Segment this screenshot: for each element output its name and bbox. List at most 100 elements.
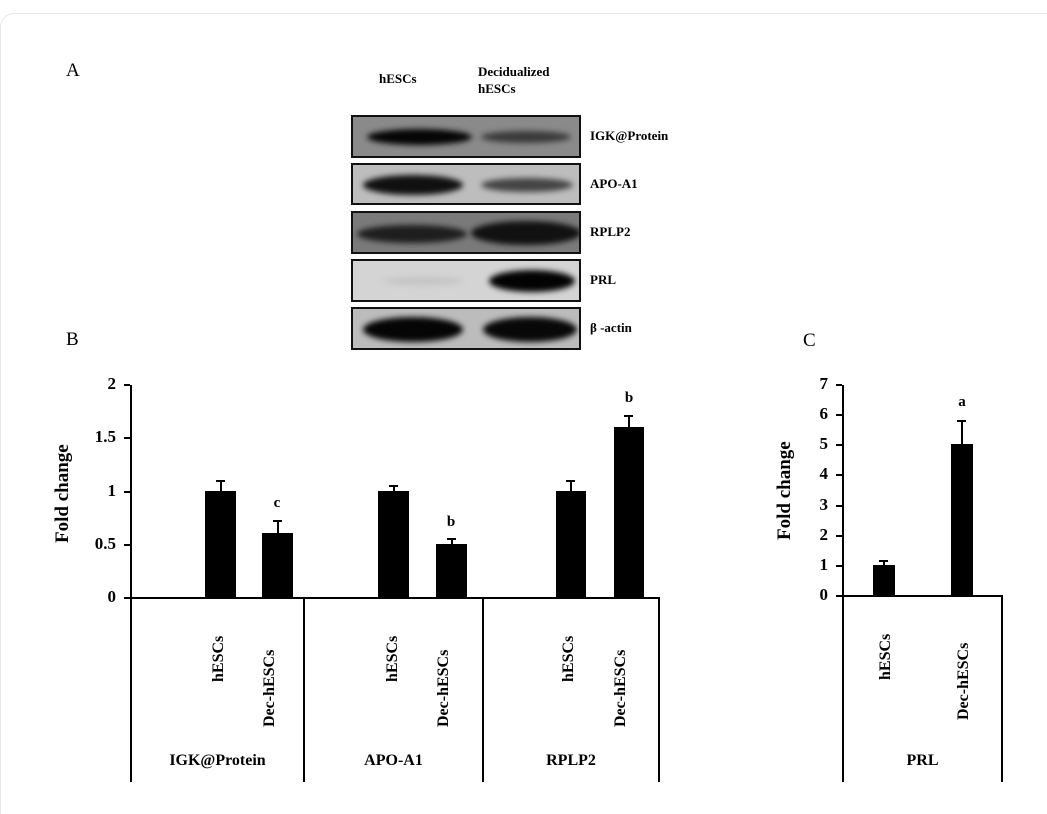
y-tick-label: 1 xyxy=(819,555,829,574)
bar-igk-hescs xyxy=(205,491,236,598)
group-divider xyxy=(658,598,660,782)
blot-band xyxy=(471,221,579,245)
significance-letter: b xyxy=(446,514,456,530)
blot-band xyxy=(363,175,463,195)
y-tick xyxy=(836,384,842,386)
bar-prl-hescs xyxy=(873,565,895,596)
y-tick xyxy=(836,444,842,446)
error-bar-cap xyxy=(447,538,456,540)
group-label-rplp2: RPLP2 xyxy=(546,752,596,769)
blot-band xyxy=(357,225,467,243)
lane-header-decidualized-line1: Decidualized xyxy=(478,64,550,79)
lane-header-decidualized: Decidualized hESCs xyxy=(478,63,550,97)
error-bar xyxy=(451,539,453,544)
x-category-label: Dec-hESCs xyxy=(612,649,629,727)
y-tick-label: 0 xyxy=(107,587,117,606)
y-tick xyxy=(124,384,130,386)
lane-header-decidualized-line2: hESCs xyxy=(478,81,516,96)
panel-b-y-axis-label: Fold change xyxy=(52,444,73,543)
y-tick-label: 0.5 xyxy=(94,534,116,553)
blot-label-igk: IGK@Protein xyxy=(590,128,669,143)
panel-b-y-axis xyxy=(130,385,132,782)
error-bar xyxy=(277,521,279,533)
blot-strip-prl xyxy=(351,259,581,302)
error-bar-cap xyxy=(216,480,225,482)
y-tick-label: 6 xyxy=(819,404,829,423)
panel-b-letter: B xyxy=(66,329,79,350)
figure-card-frame xyxy=(0,13,1047,814)
panel-c-y-axis xyxy=(842,385,844,782)
bar-apoa1-dec-hescs xyxy=(436,544,467,598)
y-tick-label: 2 xyxy=(107,374,117,393)
y-tick xyxy=(836,565,842,567)
y-tick-label: 0 xyxy=(819,585,829,604)
significance-letter: b xyxy=(624,390,634,406)
y-tick xyxy=(836,414,842,416)
y-tick xyxy=(124,597,130,599)
panel-b-x-axis xyxy=(124,597,660,599)
error-bar-cap xyxy=(879,560,888,562)
x-category-label: hESCs xyxy=(210,635,227,682)
blot-strip-igk xyxy=(351,115,581,158)
y-tick xyxy=(836,474,842,476)
error-bar-cap xyxy=(389,485,398,487)
significance-letter: c xyxy=(273,495,281,511)
bar-igk-dec-hescs xyxy=(262,533,293,598)
blot-band xyxy=(489,270,575,292)
blot-strip-apoa1 xyxy=(351,163,581,205)
error-bar xyxy=(628,416,630,427)
y-tick-label: 2 xyxy=(819,525,829,544)
blot-band xyxy=(363,317,463,342)
group-divider xyxy=(482,598,484,782)
error-bar-cap xyxy=(957,420,966,422)
error-bar xyxy=(570,481,572,491)
blot-label-apoa1: APO-A1 xyxy=(590,176,638,191)
error-bar-cap xyxy=(624,415,633,417)
x-category-label: hESCs xyxy=(384,635,401,682)
error-bar xyxy=(961,421,963,444)
blot-label-beta-actin: β -actin xyxy=(590,320,632,335)
error-bar xyxy=(393,486,395,491)
blot-band xyxy=(481,178,573,192)
panel-c-x-axis xyxy=(836,595,1003,597)
x-category-label: Dec-hESCs xyxy=(955,642,972,720)
bar-prl-dec-hescs xyxy=(951,444,973,596)
group-label-igk: IGK@Protein xyxy=(169,752,266,769)
y-tick-label: 7 xyxy=(819,374,829,393)
lane-header-hescs: hESCs xyxy=(379,71,417,86)
significance-letter: a xyxy=(958,394,966,410)
error-bar xyxy=(883,561,885,565)
y-tick xyxy=(124,491,130,493)
group-divider xyxy=(1001,596,1003,782)
y-tick xyxy=(836,595,842,597)
y-tick-label: 4 xyxy=(819,464,829,483)
panel-c-y-axis-label: Fold change xyxy=(774,441,795,540)
bar-apoa1-hescs xyxy=(378,491,409,598)
bar-rplp2-hescs xyxy=(556,491,586,598)
y-tick-label: 1.5 xyxy=(94,427,116,446)
blot-strip-rplp2 xyxy=(351,211,581,254)
x-category-label: hESCs xyxy=(560,635,577,682)
y-tick-label: 1 xyxy=(107,481,117,500)
blot-label-prl: PRL xyxy=(590,272,616,287)
x-category-label: Dec-hESCs xyxy=(435,649,452,727)
error-bar-cap xyxy=(566,480,575,482)
blot-band xyxy=(483,317,577,342)
blot-band xyxy=(383,277,463,285)
y-tick xyxy=(124,437,130,439)
error-bar xyxy=(220,481,222,491)
y-tick xyxy=(836,535,842,537)
y-tick-label: 5 xyxy=(819,434,829,453)
group-label-prl: PRL xyxy=(906,752,939,769)
x-category-label: Dec-hESCs xyxy=(261,649,278,727)
panel-c-letter: C xyxy=(803,330,816,351)
y-tick xyxy=(836,505,842,507)
blot-strip-beta-actin xyxy=(351,307,581,350)
group-label-apoa1: APO-A1 xyxy=(364,752,423,769)
blot-band xyxy=(367,129,472,145)
x-category-label: hESCs xyxy=(877,633,894,680)
y-tick-label: 3 xyxy=(819,495,829,514)
bar-rplp2-dec-hescs xyxy=(614,427,644,598)
group-divider xyxy=(303,598,305,782)
blot-band xyxy=(481,131,571,143)
